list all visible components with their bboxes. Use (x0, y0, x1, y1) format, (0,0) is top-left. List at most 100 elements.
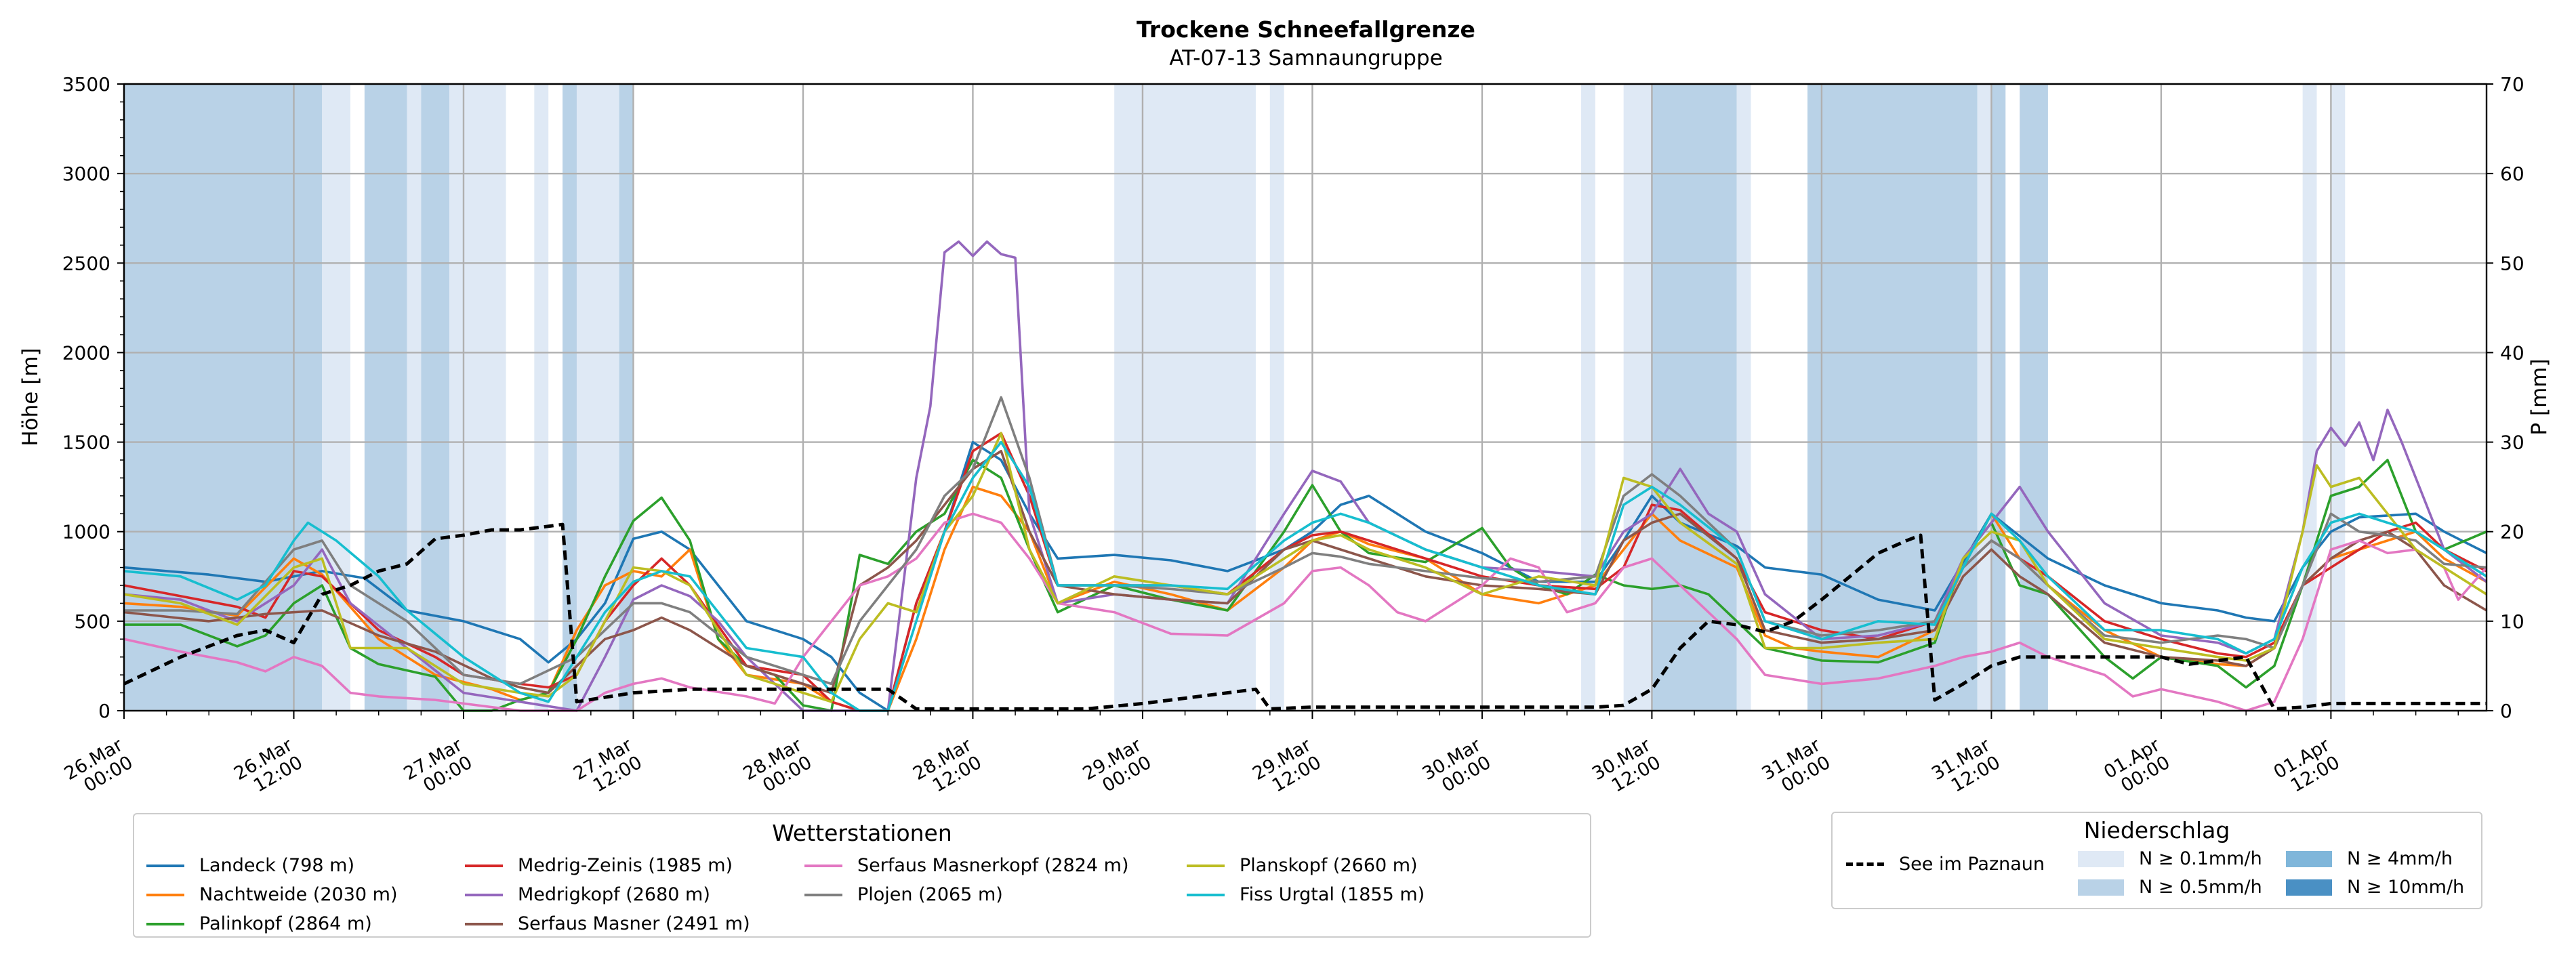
legend-station-label: Landeck (798 m) (199, 855, 354, 876)
y-right-tick-label: 40 (2500, 341, 2524, 364)
legend-station-swatch (146, 893, 184, 896)
legend-precip-swatch (2078, 850, 2124, 867)
legend-station-label: Medrigkopf (2680 m) (518, 884, 710, 905)
legend-station-label: Serfaus Masner (2491 m) (518, 913, 750, 934)
y-tick-label: 1000 (62, 521, 110, 543)
x-tick-label: 01.Apr12:00 (2270, 734, 2344, 801)
y-right-tick-label: 20 (2500, 521, 2524, 543)
legend-station-label: Fiss Urgtal (1855 m) (1240, 884, 1425, 905)
legend-station-item: Serfaus Masnerkopf (2824 m) (804, 855, 1128, 876)
legend-precip-item: N ≥ 0.5mm/h (2078, 877, 2262, 898)
legend-stations: Wetterstationen Landeck (798 m) Nachtweid… (133, 813, 1591, 938)
y-tick-label: 500 (75, 610, 110, 633)
legend-precip-item: N ≥ 4mm/h (2286, 848, 2453, 869)
y-tick-label: 1500 (62, 432, 110, 454)
precip-band (1977, 84, 1992, 711)
legend-station-item: Plojen (2065 m) (804, 884, 1003, 905)
x-tick-label: 27.Mar12:00 (570, 734, 646, 802)
precip-band (2020, 84, 2048, 711)
x-tick-label: 29.Mar12:00 (1249, 734, 1325, 802)
legend-station-swatch (804, 864, 842, 867)
x-tick-label: 28.Mar00:00 (740, 734, 816, 802)
legend-precip-label: N ≥ 0.5mm/h (2139, 877, 2262, 898)
precip-band (1736, 84, 1751, 711)
legend-station-swatch (465, 864, 503, 867)
legend-precip-swatch (2078, 879, 2124, 896)
legend-see-swatch (1846, 862, 1884, 866)
precip-band (1623, 84, 1652, 711)
series-line (123, 450, 2487, 694)
y-right-tick-label: 10 (2500, 610, 2524, 633)
precip-bands (124, 84, 2346, 711)
series-line (124, 396, 2487, 686)
y-right-tick-label: 70 (2500, 73, 2524, 96)
series-line (123, 522, 2487, 711)
legend-station-item: Planskopf (2660 m) (1187, 855, 1418, 876)
legend-station-item: Medrig-Zeinis (1985 m) (465, 855, 733, 876)
y-right-tick-label: 0 (2500, 700, 2512, 722)
precip-band (1652, 84, 1737, 711)
y-tick-label: 3500 (62, 73, 110, 96)
legend-see-item: See im Paznaun (1846, 854, 2045, 875)
left-axis: 0 500 1000 1500 2000 2500 3000 3500 (62, 73, 124, 722)
legend-precip-label: N ≥ 10mm/h (2347, 877, 2465, 898)
series-line (123, 512, 2488, 712)
series-line (123, 440, 2487, 712)
y-right-tick-label: 50 (2500, 252, 2524, 274)
legend-station-label: Palinkopf (2864 m) (199, 913, 372, 934)
legend-precip-item: N ≥ 0.1mm/h (2078, 848, 2262, 869)
legend-stations-title: Wetterstationen (772, 820, 952, 846)
series-line (123, 432, 2487, 703)
legend-precip: Niederschlag See im Paznaun N ≥ 0.1mm/h N… (1831, 812, 2482, 909)
right-axis: 0 10 20 30 40 50 60 70 (2487, 73, 2524, 722)
legend-station-swatch (146, 922, 184, 925)
legend-station-label: Planskopf (2660 m) (1240, 855, 1418, 876)
chart-title: Trockene Schneefallgrenze (1137, 16, 1475, 43)
legend-precip-label: N ≥ 4mm/h (2347, 848, 2453, 869)
x-tick-label: 01.Apr00:00 (2100, 734, 2174, 801)
legend-station-swatch (1187, 893, 1225, 896)
y-tick-label: 2500 (62, 252, 110, 274)
legend-station-swatch (465, 893, 503, 896)
precip-band (1114, 84, 1256, 711)
precip-band (2331, 84, 2346, 711)
legend-precip-swatch (2286, 879, 2332, 896)
precip-band (619, 84, 634, 711)
precip-band (1581, 84, 1595, 711)
x-tick-label: 29.Mar00:00 (1080, 734, 1156, 802)
x-tick-label: 31.Mar12:00 (1928, 734, 2004, 802)
precip-band (576, 84, 619, 711)
legend-station-item: Nachtweide (2030 m) (146, 884, 397, 905)
legend-station-item: Medrigkopf (2680 m) (465, 884, 710, 905)
precip-band (449, 84, 506, 711)
y-tick-label: 3000 (62, 163, 110, 185)
legend-station-label: Medrig-Zeinis (1985 m) (518, 855, 733, 876)
y-tick-label: 0 (98, 700, 110, 722)
y-right-tick-label: 30 (2500, 432, 2524, 454)
y-axis-label: Höhe [m] (18, 348, 43, 446)
legend-station-label: Plojen (2065 m) (857, 884, 1003, 905)
plot-frame (123, 83, 2488, 712)
legend-station-item: Serfaus Masner (2491 m) (465, 913, 750, 934)
x-tick-label: 31.Mar00:00 (1759, 734, 1835, 802)
precip-band (1807, 84, 1978, 711)
legend-see-label: See im Paznaun (1899, 854, 2045, 875)
legend-station-swatch (465, 922, 503, 925)
x-tick-label: 27.Mar00:00 (401, 734, 476, 802)
x-tick-label: 26.Mar12:00 (230, 734, 306, 802)
legend-station-swatch (1187, 864, 1225, 867)
precip-band (421, 84, 450, 711)
precip-band (1991, 84, 2006, 711)
legend-station-swatch (146, 864, 184, 867)
legend-station-label: Serfaus Masnerkopf (2824 m) (857, 855, 1129, 876)
x-tick-label: 28.Mar12:00 (909, 734, 985, 802)
series-line (123, 432, 2487, 712)
legend-precip-label: N ≥ 0.1mm/h (2139, 848, 2262, 869)
x-tick-label: 30.Mar00:00 (1419, 734, 1495, 802)
y-tick-label: 2000 (62, 341, 110, 364)
legend-station-item: Landeck (798 m) (146, 855, 354, 876)
series-lines (123, 240, 2488, 712)
y-right-tick-label: 60 (2500, 163, 2524, 185)
x-tick-label: 26.Mar00:00 (61, 734, 137, 802)
